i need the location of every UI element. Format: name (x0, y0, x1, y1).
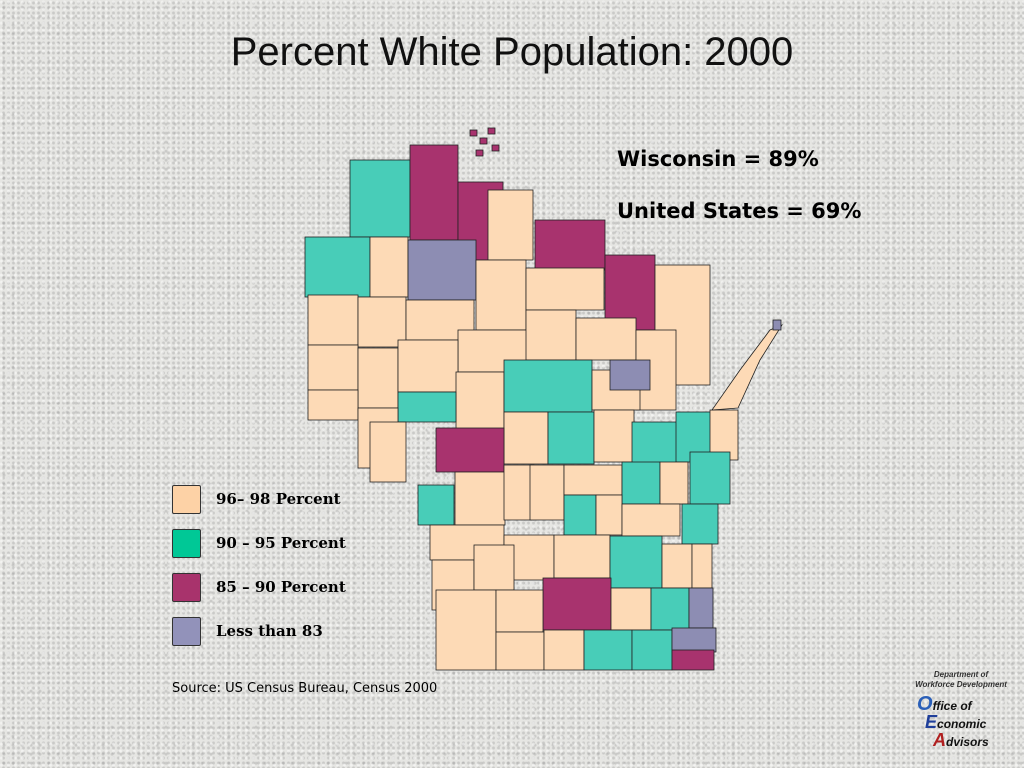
county (621, 503, 681, 537)
county (681, 503, 719, 545)
county (534, 219, 606, 271)
county (525, 267, 605, 311)
county (661, 543, 693, 589)
county (711, 324, 784, 411)
legend-swatch (172, 572, 201, 602)
county (689, 451, 731, 505)
legend-item: 90 – 95 Percent (172, 528, 346, 558)
county (547, 411, 595, 465)
county (593, 409, 635, 463)
stat: Wisconsin = 89% (617, 147, 819, 171)
stat: United States = 69% (617, 199, 862, 223)
county (487, 189, 534, 261)
office-initial: E (925, 712, 938, 732)
county (542, 577, 612, 631)
county (407, 239, 477, 301)
island (487, 127, 496, 135)
county (475, 259, 527, 331)
county (369, 421, 407, 483)
legend-item: 96– 98 Percent (172, 484, 341, 514)
legend-label: 85 – 90 Percent (216, 578, 346, 596)
office-line: Economic (925, 712, 1017, 732)
island (491, 144, 500, 152)
county (563, 494, 597, 536)
office-initial: O (917, 693, 933, 715)
county (691, 543, 713, 589)
county (604, 254, 656, 331)
island (469, 129, 478, 137)
island (479, 137, 488, 145)
county (357, 347, 399, 409)
county (621, 461, 661, 505)
county (529, 464, 565, 521)
county (688, 587, 714, 629)
county (543, 629, 585, 671)
source: Source: US Census Bureau, Census 2000 (172, 681, 438, 696)
county (575, 317, 637, 361)
county (397, 339, 459, 393)
county (610, 587, 652, 631)
county (307, 294, 359, 346)
county (307, 389, 359, 421)
county (503, 359, 593, 413)
county (357, 296, 407, 348)
county (650, 587, 690, 631)
dept-line: Department of (933, 670, 989, 679)
island (475, 149, 484, 157)
office-line: Advisors (933, 730, 1017, 750)
county (307, 344, 359, 391)
county (772, 319, 782, 331)
dept-line: Workforce Development (915, 680, 1007, 689)
office-rest: dvisors (946, 735, 989, 749)
county (435, 427, 505, 473)
county (304, 236, 371, 298)
county (503, 411, 549, 465)
county (595, 494, 623, 536)
county (495, 589, 544, 633)
county (435, 589, 497, 671)
legend-label: 90 – 95 Percent (216, 534, 346, 552)
county (454, 471, 506, 526)
office-initial: A (933, 730, 946, 750)
county (417, 484, 455, 526)
office-rest: ffice of (932, 699, 972, 713)
county (503, 464, 535, 521)
logo: Department of Workforce Development Offi… (905, 670, 1017, 750)
legend-item: 85 – 90 Percent (172, 572, 346, 602)
title: Percent White Population: 2000 (230, 30, 794, 74)
county (553, 534, 611, 579)
county (563, 464, 623, 496)
legend-swatch (172, 484, 201, 514)
office-line: Office of (917, 693, 1017, 715)
county (671, 627, 717, 653)
county (659, 461, 689, 505)
legend-label: 96– 98 Percent (216, 490, 341, 508)
county (609, 535, 663, 589)
county (631, 629, 673, 671)
county (631, 421, 678, 465)
office-name: Office of Economic Advisors (917, 693, 1017, 750)
county (473, 544, 515, 591)
county (409, 144, 459, 241)
county (671, 649, 715, 671)
county (583, 629, 633, 671)
county (495, 631, 545, 671)
legend-item: Less than 83 (172, 616, 323, 646)
county (525, 309, 577, 361)
county (369, 236, 409, 298)
legend-label: Less than 83 (216, 622, 323, 640)
legend-swatch (172, 616, 201, 646)
legend-swatch (172, 528, 201, 558)
office-rest: conomic (937, 717, 987, 731)
county (397, 391, 457, 423)
county (609, 359, 651, 391)
county (349, 159, 411, 238)
